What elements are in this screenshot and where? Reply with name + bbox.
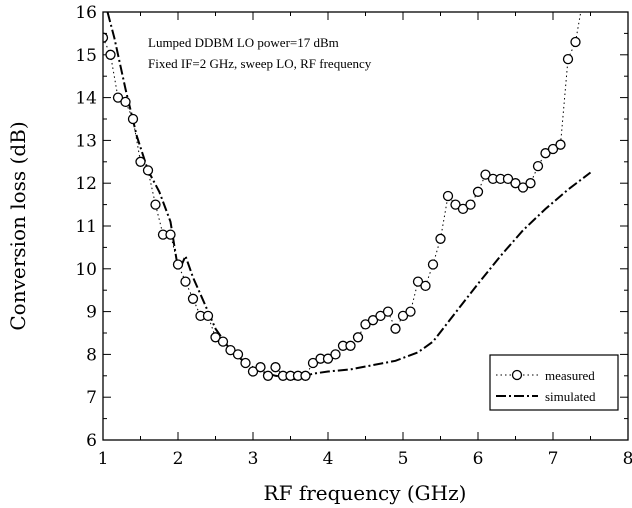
measured-point [255,362,266,373]
y-tick-label: 15 [75,46,97,66]
measured-point [210,332,221,343]
measured-point [480,169,491,180]
measured-point [330,349,341,360]
measured-point [352,332,364,343]
measured-point [457,203,469,215]
measured-point [540,148,551,159]
measured-point [420,280,431,292]
measured-point [202,310,214,322]
measured-point [217,336,229,347]
measured-point [450,199,461,210]
measured-point [375,310,386,322]
x-tick-label: 6 [473,449,484,469]
x-tick-label: 5 [398,449,409,469]
measured-point [532,160,544,172]
y-tick-label: 11 [75,217,97,237]
measured-point [300,370,311,381]
annotation-line-2: Fixed IF=2 GHz, sweep LO, RF frequency [148,56,372,71]
x-tick-label: 3 [248,449,259,469]
measured-point [270,362,281,373]
measured-point [502,173,514,185]
measured-point [127,113,139,125]
measured-point [382,306,394,317]
measured-point [165,229,176,240]
measured-point [412,276,424,287]
y-tick-label: 6 [86,431,97,451]
measured-point [390,323,401,334]
series-layer [103,12,592,382]
measured-point [247,366,259,377]
y-axis-title: Conversion loss (dB) [6,121,30,330]
measured-point [405,306,416,317]
axis-ticks [102,11,629,441]
annotation-line-1: Lumped DDBM LO power=17 dBm [148,35,339,50]
y-tick-labels: 6 7 8 9 10 11 12 13 14 15 16 [75,3,97,451]
y-tick-label: 16 [75,3,97,23]
measured-point [555,139,566,150]
measured-point [367,315,379,326]
measured-point [135,156,146,167]
measured-point [262,370,274,381]
y-tick-label: 14 [75,89,97,109]
measured-point [225,344,236,356]
y-tick-label: 12 [75,174,97,194]
measured-point [150,199,161,210]
measured-point [345,340,356,351]
y-tick-label: 10 [75,260,97,280]
measured-series-line [103,37,576,377]
measured-point [525,178,536,189]
x-tick-label: 4 [323,449,334,469]
legend-box [489,354,619,411]
measured-series-tail [575,12,582,43]
measured-point [442,190,454,202]
measured-point [397,310,409,322]
measured-point [142,165,154,176]
measured-point [232,349,244,360]
measured-point [472,186,484,197]
y-tick-label: 9 [86,303,97,323]
y-tick-label: 8 [86,345,97,365]
x-tick-label: 1 [98,449,109,469]
y-tick-label: 7 [86,388,97,408]
x-tick-label: 2 [173,449,184,469]
measured-point [435,233,446,244]
plot-frame [102,11,629,441]
y-tick-label: 13 [75,131,97,151]
legend-measured-label: measured [545,368,595,383]
measured-point [465,199,476,210]
measured-point [322,353,334,364]
measured-point [517,182,529,193]
measured-point [510,178,521,189]
measured-point [547,143,559,155]
measured-point [360,319,371,330]
measured-point [187,293,199,304]
measured-point [427,259,439,270]
measured-point [112,92,124,103]
x-axis-title: RF frequency (GHz) [264,481,467,505]
x-tick-labels: 1 2 3 4 5 6 7 8 [98,449,632,469]
x-tick-label: 7 [548,449,559,469]
measured-point [120,96,131,108]
measured-point [172,259,184,270]
measured-point [180,276,191,287]
measured-point [562,53,574,65]
measured-point [570,36,581,48]
measured-point [105,49,116,60]
legend-measured-marker [511,369,523,381]
measured-point [103,32,109,43]
measured-point [307,357,319,369]
measured-point [240,357,251,369]
x-tick-label: 8 [623,449,632,469]
legend: measured simulated [489,354,619,411]
legend-simulated-label: simulated [545,389,596,404]
